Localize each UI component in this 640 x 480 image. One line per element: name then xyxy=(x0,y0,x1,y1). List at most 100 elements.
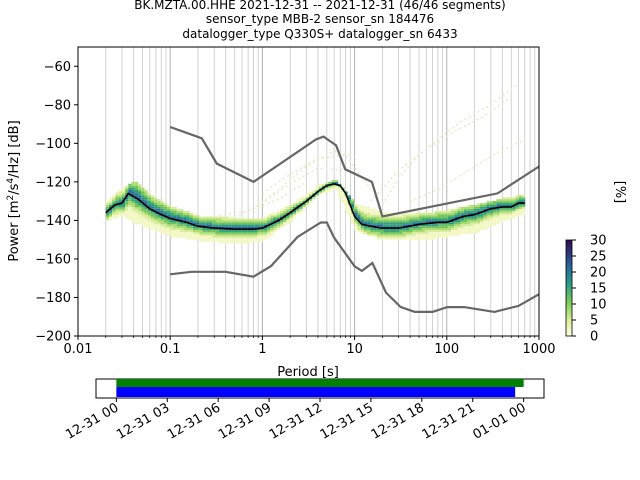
psd-density-cell xyxy=(160,231,164,234)
psd-density-cell xyxy=(154,226,158,229)
psd-density-cell xyxy=(241,220,245,223)
psd-density-cell xyxy=(163,231,168,234)
psd-density-cell xyxy=(344,208,348,211)
psd-density-cell xyxy=(405,222,410,225)
psd-density-cell xyxy=(486,216,490,219)
psd-density-cell xyxy=(173,230,177,232)
psd-density-cell xyxy=(434,210,439,213)
psd-density-cell xyxy=(454,224,458,227)
psd-density-cell xyxy=(128,206,132,209)
psd-density-cell xyxy=(199,222,203,225)
psd-density-cell xyxy=(489,222,493,225)
psd-density-cell xyxy=(389,230,393,232)
psd-density-cell xyxy=(179,214,184,217)
psd-density-cell xyxy=(105,208,109,211)
psd-density-cell xyxy=(141,189,145,192)
psd-density-cell xyxy=(431,237,435,240)
psd-density-cell xyxy=(134,191,139,194)
psd-density-cell xyxy=(170,210,174,213)
psd-density-cell xyxy=(357,204,361,207)
psd-density-cell xyxy=(370,230,374,232)
psd-density-cell xyxy=(492,216,497,219)
psd-density-cell xyxy=(131,204,135,207)
psd-density-cell xyxy=(263,216,268,219)
psd-density-cell xyxy=(444,220,448,223)
psd-density-cell xyxy=(292,212,297,215)
psd-density-cell xyxy=(186,235,190,238)
psd-density-cell xyxy=(244,235,248,238)
psd-density-cell xyxy=(231,216,235,219)
psd-density-cell xyxy=(299,199,303,202)
psd-density-cell xyxy=(480,212,484,215)
psd-density-cell xyxy=(276,212,281,215)
psd-density-cell xyxy=(380,220,384,223)
psd-density-cell xyxy=(344,204,348,207)
psd-density-cell xyxy=(283,208,287,211)
psd-density-cell xyxy=(357,218,361,221)
psd-density-cell xyxy=(405,228,410,231)
psd-density-cell xyxy=(457,220,461,223)
psd-density-cell xyxy=(115,216,119,219)
psd-density-cell xyxy=(305,204,310,207)
psd-density-cell xyxy=(480,222,484,225)
psd-density-cell xyxy=(209,224,213,227)
psd-density-cell xyxy=(241,230,245,232)
psd-density-cell xyxy=(154,203,158,205)
psd-density-cell xyxy=(422,218,426,221)
psd-density-cell xyxy=(154,212,158,215)
psd-density-cell xyxy=(154,228,158,231)
psd-density-cell xyxy=(347,206,352,209)
psd-density-cell xyxy=(315,189,319,192)
psd-density-cell xyxy=(447,224,452,227)
psd-density-cell xyxy=(476,222,481,225)
psd-density-cell xyxy=(428,226,432,229)
psd-density-cell xyxy=(409,231,413,234)
psd-density-cell xyxy=(438,222,442,225)
psd-density-cell xyxy=(218,218,222,221)
psd-density-cell xyxy=(357,214,361,217)
psd-density-cell xyxy=(234,239,239,242)
psd-density-cell xyxy=(150,218,155,221)
psd-density-cell xyxy=(270,212,274,215)
psd-density-cell xyxy=(425,214,429,217)
psd-density-cell xyxy=(228,226,232,229)
psd-density-cell xyxy=(515,204,519,207)
psd-density-cell xyxy=(431,230,435,232)
psd-density-cell xyxy=(125,203,129,205)
psd-density-cell xyxy=(347,208,352,211)
psd-density-cell xyxy=(218,231,222,234)
psd-density-cell xyxy=(257,235,261,238)
psd-density-cell xyxy=(496,208,500,211)
psd-density-cell xyxy=(376,235,381,238)
psd-density-cell xyxy=(441,222,445,225)
psd-density-cell xyxy=(386,226,390,229)
psd-density-cell xyxy=(157,218,161,221)
psd-density-cell xyxy=(405,233,410,236)
psd-density-cell xyxy=(218,237,222,240)
psd-density-cell xyxy=(183,230,187,232)
psd-density-cell xyxy=(338,195,342,198)
psd-density-cell xyxy=(473,226,477,229)
psd-density-cell xyxy=(286,206,290,209)
psd-density-cell xyxy=(241,239,245,242)
psd-density-cell xyxy=(299,201,303,204)
psd-density-cell xyxy=(141,208,145,211)
psd-density-cell xyxy=(134,218,139,221)
psd-density-cell xyxy=(186,237,190,240)
psd-density-cell xyxy=(167,208,171,211)
psd-density-cell xyxy=(209,218,213,221)
psd-density-cell xyxy=(376,224,381,227)
psd-density-cell xyxy=(202,233,206,236)
psd-density-cell xyxy=(263,224,268,227)
psd-density-cell xyxy=(173,210,177,213)
psd-density-cell xyxy=(363,218,368,221)
psd-density-cell xyxy=(518,204,523,207)
psd-density-cell xyxy=(444,231,448,234)
psd-density-cell xyxy=(225,218,229,221)
psd-density-cell xyxy=(434,220,439,223)
psd-density-cell xyxy=(383,224,387,227)
psd-density-cell xyxy=(212,233,216,236)
psd-density-cell xyxy=(276,224,281,227)
psd-density-cell xyxy=(425,237,429,240)
